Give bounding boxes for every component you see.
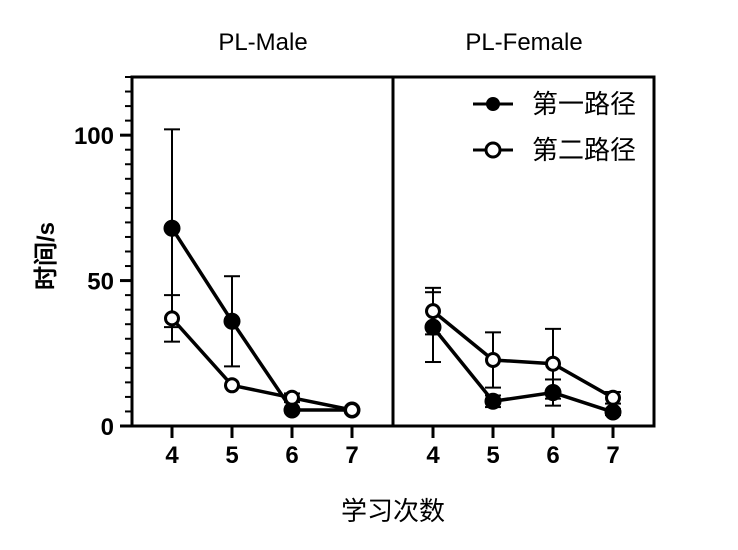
panel-title-male: PL-Male [218,29,307,56]
y-tick-label: 50 [87,269,114,296]
x-tick-label: 5 [225,442,238,469]
x-tick-label: 6 [285,442,298,469]
data-point-filled [424,318,442,336]
x-tick-label: 4 [426,442,440,469]
data-point-open [284,389,300,406]
y-tick-label: 100 [74,123,114,150]
x-tick-label: 5 [486,442,499,469]
data-point-open [164,310,180,327]
legend: 第一路径 第二路径 [473,89,636,165]
x-axis-label: 学习次数 [341,496,445,526]
legend-label-first: 第一路径 [532,89,636,119]
data-point-open [425,303,441,320]
series-line [170,227,352,412]
data-point-open [224,377,240,394]
series-line [431,326,614,414]
x-tick-label: 7 [345,442,358,469]
data-point-filled [223,312,241,330]
y-axis-label: 时间/s [33,222,60,290]
panel-frame [391,75,656,428]
series-line [431,309,614,400]
y-tick-label: 0 [101,414,114,441]
legend-marker-open [484,141,502,159]
legend-marker-filled [486,97,500,111]
data-point-filled [484,392,502,410]
x-tick-label: 6 [546,442,559,469]
panel-title-female: PL-Female [465,29,582,56]
x-tick-label: 4 [165,442,179,469]
legend-label-second: 第二路径 [532,135,636,165]
x-tick-label: 7 [606,442,619,469]
data-point-open [344,402,360,419]
data-point-filled [544,384,562,402]
data-point-open [485,351,501,368]
data-point-filled [604,403,622,421]
series-line [170,317,353,412]
data-point-open [605,389,621,406]
data-point-open [545,355,561,372]
data-point-filled [163,219,181,237]
